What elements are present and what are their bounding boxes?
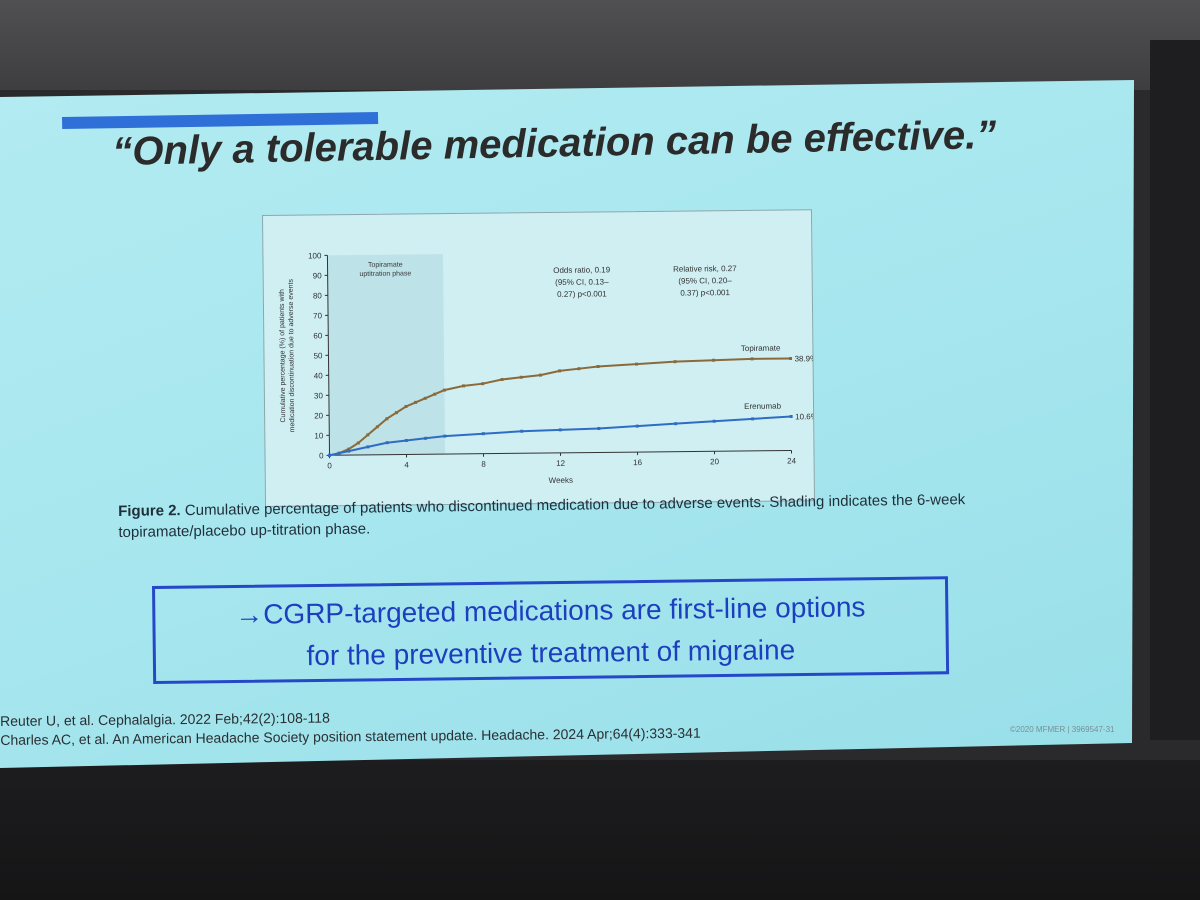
- x-tick-label: 8: [481, 460, 486, 469]
- annotation-1-line-1: Odds ratio, 0.19: [553, 265, 611, 275]
- annotation-1-line-2: (95% CI, 0.13–: [555, 277, 609, 287]
- series-point-erenumab: [366, 445, 370, 449]
- series-point-erenumab: [635, 424, 639, 428]
- series-point-topiramate: [404, 404, 408, 409]
- series-point-topiramate: [394, 411, 398, 415]
- references: Reuter U, et al. Cephalalgia. 2022 Feb;4…: [0, 704, 800, 750]
- shaded-titration-region: [327, 254, 446, 456]
- series-point-topiramate: [712, 358, 716, 362]
- series-point-topiramate: [375, 425, 379, 429]
- series-point-erenumab: [520, 429, 524, 433]
- series-end-label-erenumab: 10.6%: [795, 412, 814, 421]
- series-point-topiramate: [433, 392, 437, 396]
- figure-chart: Topiramate uptitration phase 0 10 20 30 40 50 60…: [262, 209, 816, 507]
- series-point-topiramate: [577, 367, 581, 371]
- callout-box: →CGRP-targeted medications are first-lin…: [152, 576, 950, 684]
- shaded-region-label-line-1: Topiramate: [368, 262, 403, 269]
- series-point-topiramate: [596, 364, 600, 369]
- annotation-2-line-2: (95% CI, 0.20–: [678, 276, 732, 286]
- series-point-topiramate: [558, 369, 562, 373]
- y-tick-label: 100: [308, 251, 322, 260]
- series-name-label-erenumab: Erenumab: [744, 402, 782, 411]
- series-point-erenumab: [424, 436, 428, 440]
- series-point-erenumab: [712, 419, 716, 423]
- annotation-1-line-3: 0.27) p<0.001: [557, 289, 607, 299]
- room-floor-dark: [0, 760, 1200, 900]
- y-tick-label: 20: [314, 411, 324, 420]
- series-point-topiramate: [414, 400, 418, 404]
- x-tick-label: 4: [404, 460, 409, 469]
- series-point-erenumab: [385, 441, 389, 445]
- series-point-erenumab: [328, 453, 332, 457]
- caption-text: Cumulative percentage of patients who di…: [118, 491, 966, 541]
- y-tick-label: 10: [314, 431, 324, 440]
- series-point-topiramate: [500, 377, 504, 382]
- y-axis-label-line-2: medication discontinuation due to advers…: [288, 279, 297, 433]
- series-point-topiramate: [519, 375, 523, 379]
- y-tick-label: 50: [314, 351, 324, 360]
- series-point-topiramate: [356, 441, 360, 445]
- series-point-topiramate: [481, 382, 485, 386]
- y-tick-label: 90: [313, 271, 323, 280]
- y-tick-label: 0: [319, 451, 324, 460]
- series-name-label-topiramate: Topiramate: [741, 344, 781, 353]
- series-point-erenumab: [597, 426, 601, 431]
- x-tick-label: 20: [710, 457, 720, 466]
- series-point-erenumab: [558, 428, 562, 432]
- series-point-topiramate: [750, 357, 754, 361]
- series-point-erenumab: [789, 414, 793, 418]
- y-tick-label: 60: [313, 331, 323, 340]
- series-point-erenumab: [674, 422, 678, 426]
- series-point-erenumab: [481, 432, 485, 436]
- caption-label: Figure 2.: [118, 502, 181, 520]
- room-wall-top: [0, 0, 1200, 90]
- y-axis-label-line-1: Cumulative percentage (%) of patients wi…: [279, 289, 287, 423]
- series-point-topiramate: [442, 388, 446, 392]
- series-point-topiramate: [385, 417, 389, 421]
- copyright-note: ©2020 MFMER | 3969547-31: [1010, 725, 1115, 734]
- x-tick-label: 12: [556, 459, 566, 468]
- annotation-2-line-1: Relative risk, 0.27: [673, 264, 737, 274]
- y-tick-label: 30: [314, 391, 324, 400]
- screen-frame-right: [1150, 40, 1200, 740]
- shaded-region-label-line-2: uptitration phase: [359, 270, 411, 278]
- series-point-topiramate: [789, 356, 793, 360]
- series-point-erenumab: [347, 449, 351, 453]
- series-point-erenumab: [443, 434, 447, 438]
- x-tick-label: 16: [633, 458, 643, 467]
- series-point-topiramate: [423, 396, 427, 400]
- x-tick-label: 0: [327, 461, 332, 470]
- y-tick-label: 80: [313, 291, 323, 300]
- series-point-topiramate: [635, 362, 639, 366]
- x-axis-label: Weeks: [549, 476, 573, 485]
- series-point-erenumab: [751, 417, 755, 421]
- series-point-erenumab: [404, 438, 408, 443]
- series-point-topiramate: [366, 433, 370, 437]
- y-tick-label: 40: [314, 371, 324, 380]
- annotation-2-line-3: 0.37) p<0.001: [680, 288, 730, 298]
- figure-caption: Figure 2. Cumulative percentage of patie…: [118, 489, 979, 543]
- series-point-topiramate: [673, 360, 677, 364]
- y-tick-label: 70: [313, 311, 323, 320]
- series-end-label-topiramate: 38.9%: [794, 354, 814, 363]
- series-point-topiramate: [538, 373, 542, 377]
- x-tick-label: 24: [787, 456, 797, 465]
- series-point-topiramate: [462, 384, 466, 388]
- series-point-erenumab: [337, 451, 341, 455]
- series-line-topiramate: [329, 357, 791, 457]
